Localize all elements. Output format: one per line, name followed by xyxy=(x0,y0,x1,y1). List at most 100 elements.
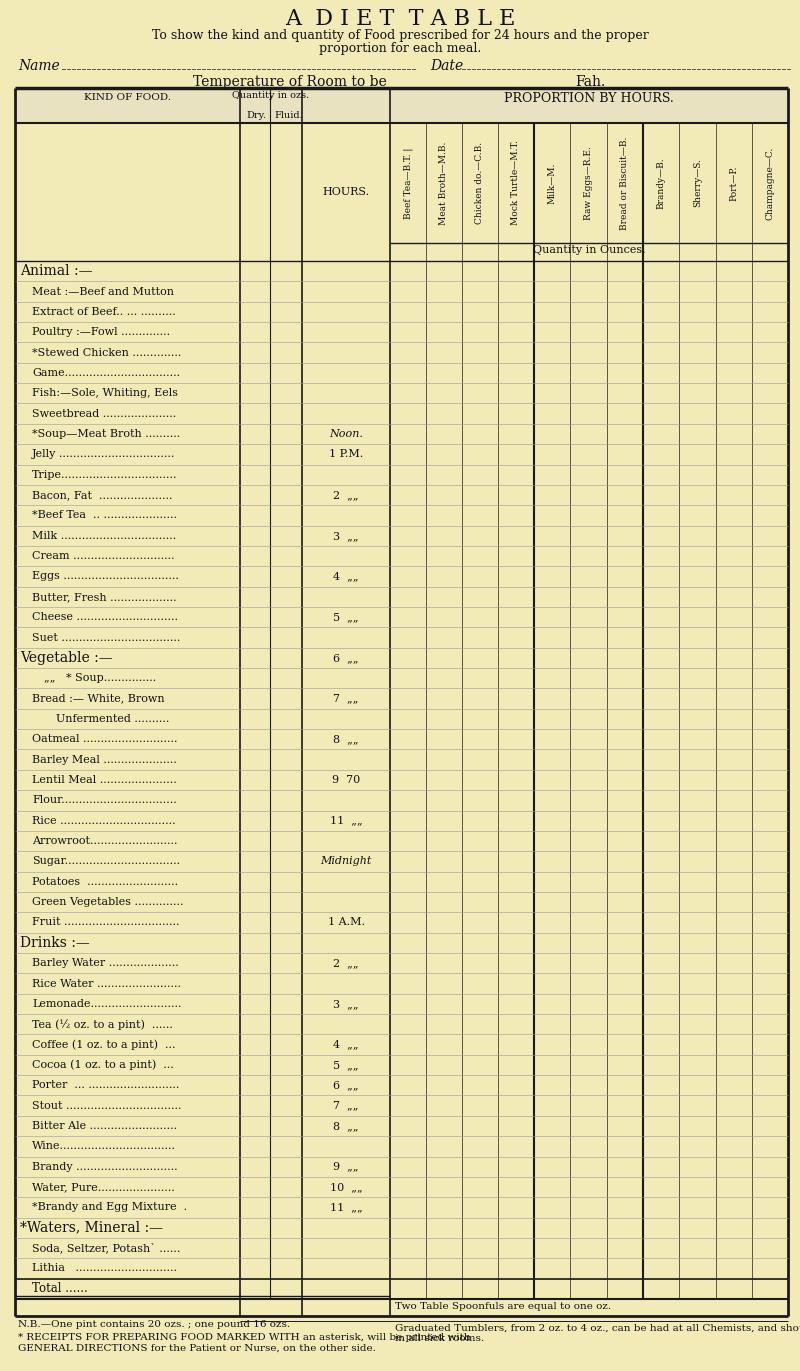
Text: Beef Tea—B.T. |: Beef Tea—B.T. | xyxy=(403,147,413,219)
Text: Barley Meal .....................: Barley Meal ..................... xyxy=(32,754,177,765)
Text: Bitter Ale .........................: Bitter Ale ......................... xyxy=(32,1121,177,1131)
Text: Sugar.................................: Sugar................................. xyxy=(32,857,180,866)
Text: Cocoa (1 oz. to a pint)  ...: Cocoa (1 oz. to a pint) ... xyxy=(32,1060,174,1071)
Text: Two Table Spoonfuls are equal to one oz.: Two Table Spoonfuls are equal to one oz. xyxy=(395,1302,611,1311)
Text: *Beef Tea  .. .....................: *Beef Tea .. ..................... xyxy=(32,510,177,521)
Text: 5  „„: 5 „„ xyxy=(333,1060,359,1069)
Text: Unfermented ..........: Unfermented .......... xyxy=(56,714,170,724)
Text: 8  „„: 8 „„ xyxy=(333,1121,359,1131)
Text: Game.................................: Game................................. xyxy=(32,367,180,378)
Text: Bacon, Fat  .....................: Bacon, Fat ..................... xyxy=(32,489,173,500)
Text: Vegetable :—: Vegetable :— xyxy=(20,651,113,665)
Text: Barley Water ....................: Barley Water .................... xyxy=(32,958,178,968)
Text: proportion for each meal.: proportion for each meal. xyxy=(319,43,481,55)
Text: Rice .................................: Rice ................................. xyxy=(32,816,176,825)
Text: 1 A.M.: 1 A.M. xyxy=(327,917,365,927)
Text: * RECEIPTS FOR PREPARING FOOD MARKED WITH an asterisk, will be printed with
GENE: * RECEIPTS FOR PREPARING FOOD MARKED WIT… xyxy=(18,1333,470,1352)
Text: Quantity in ozs.: Quantity in ozs. xyxy=(232,90,310,100)
Text: Total ......: Total ...... xyxy=(32,1282,88,1296)
Text: Lentil Meal ......................: Lentil Meal ...................... xyxy=(32,775,177,786)
Text: 1 P.M.: 1 P.M. xyxy=(329,450,363,459)
Text: Coffee (1 oz. to a pint)  ...: Coffee (1 oz. to a pint) ... xyxy=(32,1039,175,1050)
Text: HOURS.: HOURS. xyxy=(322,186,370,197)
Text: 2  „„: 2 „„ xyxy=(333,958,359,968)
Text: Potatoes  ..........................: Potatoes .......................... xyxy=(32,877,178,887)
Text: Fluid.: Fluid. xyxy=(274,111,302,121)
Text: Brandy—B.: Brandy—B. xyxy=(657,158,666,208)
Text: Meat :—Beef and Mutton: Meat :—Beef and Mutton xyxy=(32,287,174,296)
Text: 11  „„: 11 „„ xyxy=(330,816,362,825)
Text: Jelly .................................: Jelly ................................. xyxy=(32,450,175,459)
Text: Chicken do.—C.B.: Chicken do.—C.B. xyxy=(475,143,485,223)
Text: 4  „„: 4 „„ xyxy=(333,1039,359,1050)
Text: „„   * Soup...............: „„ * Soup............... xyxy=(44,673,156,683)
Text: 3  „„: 3 „„ xyxy=(333,531,359,540)
Text: *Brandy and Egg Mixture  .: *Brandy and Egg Mixture . xyxy=(32,1202,187,1212)
Text: 8  „„: 8 „„ xyxy=(333,735,359,744)
Text: *Waters, Mineral :—: *Waters, Mineral :— xyxy=(20,1220,163,1235)
Text: N.B.—One pint contains 20 ozs. ; one pound 16 ozs.: N.B.—One pint contains 20 ozs. ; one pou… xyxy=(18,1320,290,1328)
Text: Flour.................................: Flour................................. xyxy=(32,795,177,805)
Text: PROPORTION BY HOURS.: PROPORTION BY HOURS. xyxy=(504,92,674,106)
Text: 5  „„: 5 „„ xyxy=(333,613,359,622)
Text: Wine.................................: Wine................................. xyxy=(32,1141,176,1152)
Text: Fish:—Sole, Whiting, Eels: Fish:—Sole, Whiting, Eels xyxy=(32,388,178,399)
Text: Graduated Tumblers, from 2 oz. to 4 oz., can be had at all Chemists, and should : Graduated Tumblers, from 2 oz. to 4 oz.,… xyxy=(395,1324,800,1344)
Text: Meat Broth—M.B.: Meat Broth—M.B. xyxy=(439,141,449,225)
Text: Butter, Fresh ...................: Butter, Fresh ................... xyxy=(32,592,177,602)
Text: Bread or Biscuit—B.: Bread or Biscuit—B. xyxy=(620,136,630,230)
Text: 11  „„: 11 „„ xyxy=(330,1202,362,1212)
Text: Milk .................................: Milk ................................. xyxy=(32,531,176,540)
Text: Extract of Beef.. ... ..........: Extract of Beef.. ... .......... xyxy=(32,307,176,317)
Text: Temperature of Room to be: Temperature of Room to be xyxy=(193,75,387,89)
Text: Rice Water ........................: Rice Water ........................ xyxy=(32,979,181,988)
Text: Lithia   .............................: Lithia ............................. xyxy=(32,1264,177,1274)
Text: Milk—M.: Milk—M. xyxy=(548,162,557,204)
Text: Bread :— White, Brown: Bread :— White, Brown xyxy=(32,694,165,703)
Text: Animal :—: Animal :— xyxy=(20,265,93,278)
Text: Fruit .................................: Fruit ................................. xyxy=(32,917,179,927)
Text: 4  „„: 4 „„ xyxy=(333,572,359,581)
Text: Tea (½ oz. to a pint)  ......: Tea (½ oz. to a pint) ...... xyxy=(32,1019,173,1030)
Text: Port—P.: Port—P. xyxy=(729,166,738,200)
Text: *Stewed Chicken ..............: *Stewed Chicken .............. xyxy=(32,348,182,358)
Text: Lemonade..........................: Lemonade.......................... xyxy=(32,999,182,1009)
Text: A  D I E T  T A B L E: A D I E T T A B L E xyxy=(285,8,515,30)
Text: 7  „„: 7 „„ xyxy=(334,694,358,703)
Text: 9  70: 9 70 xyxy=(332,775,360,786)
Text: Suet ..................................: Suet .................................. xyxy=(32,632,180,643)
Text: Porter  ... ..........................: Porter ... .......................... xyxy=(32,1080,179,1090)
Text: Sweetbread .....................: Sweetbread ..................... xyxy=(32,409,176,418)
Text: Arrowroot.........................: Arrowroot......................... xyxy=(32,836,178,846)
Bar xyxy=(16,88,787,123)
Text: Tripe.................................: Tripe................................. xyxy=(32,470,178,480)
Text: Drinks :—: Drinks :— xyxy=(20,936,90,950)
Text: 2  „„: 2 „„ xyxy=(333,489,359,500)
Text: Fah.: Fah. xyxy=(575,75,605,89)
Text: 6  „„: 6 „„ xyxy=(333,1080,359,1090)
Text: Raw Eggs—R.E.: Raw Eggs—R.E. xyxy=(584,147,593,219)
Text: 10  „„: 10 „„ xyxy=(330,1182,362,1191)
Text: 6  „„: 6 „„ xyxy=(333,653,359,664)
Text: Eggs .................................: Eggs ................................. xyxy=(32,572,179,581)
Text: Date: Date xyxy=(430,59,463,73)
Text: 7  „„: 7 „„ xyxy=(334,1101,358,1111)
Text: Oatmeal ...........................: Oatmeal ........................... xyxy=(32,735,178,744)
Text: Name: Name xyxy=(18,59,60,73)
Text: Brandy .............................: Brandy ............................. xyxy=(32,1161,178,1172)
Text: Green Vegetables ..............: Green Vegetables .............. xyxy=(32,897,183,908)
Text: Mock Turtle—M.T.: Mock Turtle—M.T. xyxy=(511,141,521,225)
Text: KIND OF FOOD.: KIND OF FOOD. xyxy=(84,93,171,101)
Text: Stout .................................: Stout ................................. xyxy=(32,1101,182,1111)
Text: Poultry :—Fowl ..............: Poultry :—Fowl .............. xyxy=(32,328,170,337)
Text: Water, Pure......................: Water, Pure...................... xyxy=(32,1182,174,1191)
Text: *Soup—Meat Broth ..........: *Soup—Meat Broth .......... xyxy=(32,429,180,439)
Text: To show the kind and quantity of Food prescribed for 24 hours and the proper: To show the kind and quantity of Food pr… xyxy=(152,29,648,43)
Text: 3  „„: 3 „„ xyxy=(333,999,359,1009)
Text: Champagne—C.: Champagne—C. xyxy=(766,147,774,219)
Text: Midnight: Midnight xyxy=(320,857,372,866)
Text: Dry.: Dry. xyxy=(246,111,266,121)
Text: Soda, Seltzer, Potash` ......: Soda, Seltzer, Potash` ...... xyxy=(32,1242,180,1253)
Text: Sherry—S.: Sherry—S. xyxy=(693,159,702,207)
Text: Cream .............................: Cream ............................. xyxy=(32,551,174,561)
